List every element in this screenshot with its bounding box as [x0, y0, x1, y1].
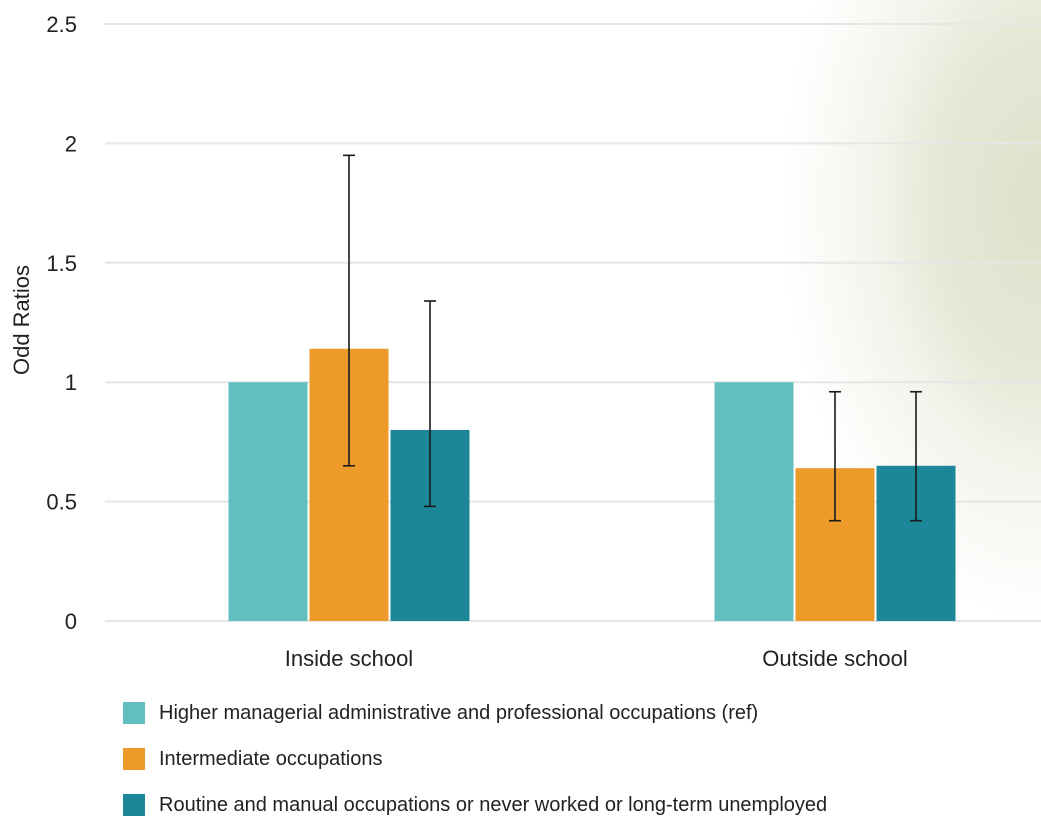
bar: [714, 382, 794, 621]
y-axis-ticks: 0 0.5 1 1.5 2 2.5: [46, 12, 77, 634]
y-tick-label: 2.5: [46, 12, 77, 37]
bar: [228, 382, 308, 621]
x-axis-categories: Inside school Outside school: [285, 646, 908, 671]
y-tick-label: 2: [65, 131, 77, 156]
legend-label: Higher managerial administrative and pro…: [159, 701, 759, 724]
legend-swatch: [123, 748, 145, 770]
y-tick-label: 1.5: [46, 251, 77, 276]
legend-item: Routine and manual occupations or never …: [123, 794, 827, 816]
legend-swatch: [123, 702, 145, 724]
y-axis-title: Odd Ratios: [9, 265, 34, 375]
legend-label: Intermediate occupations: [159, 747, 383, 770]
legend-swatch: [123, 794, 145, 816]
x-category-label: Outside school: [762, 646, 908, 671]
y-tick-label: 0: [65, 609, 77, 634]
legend-label: Routine and manual occupations or never …: [159, 793, 828, 816]
bar-chart: 0 0.5 1 1.5 2 2.5 Odd Ratios Inside school Out…: [9, 12, 1041, 671]
x-category-label: Inside school: [285, 646, 413, 671]
y-tick-label: 0.5: [46, 490, 77, 515]
legend-item: Higher managerial administrative and pro…: [123, 702, 827, 724]
legend: Higher managerial administrative and pro…: [123, 702, 827, 840]
error-bars: [343, 154, 922, 522]
legend-item: Intermediate occupations: [123, 748, 827, 770]
bars: [228, 348, 956, 621]
y-tick-label: 1: [65, 370, 77, 395]
